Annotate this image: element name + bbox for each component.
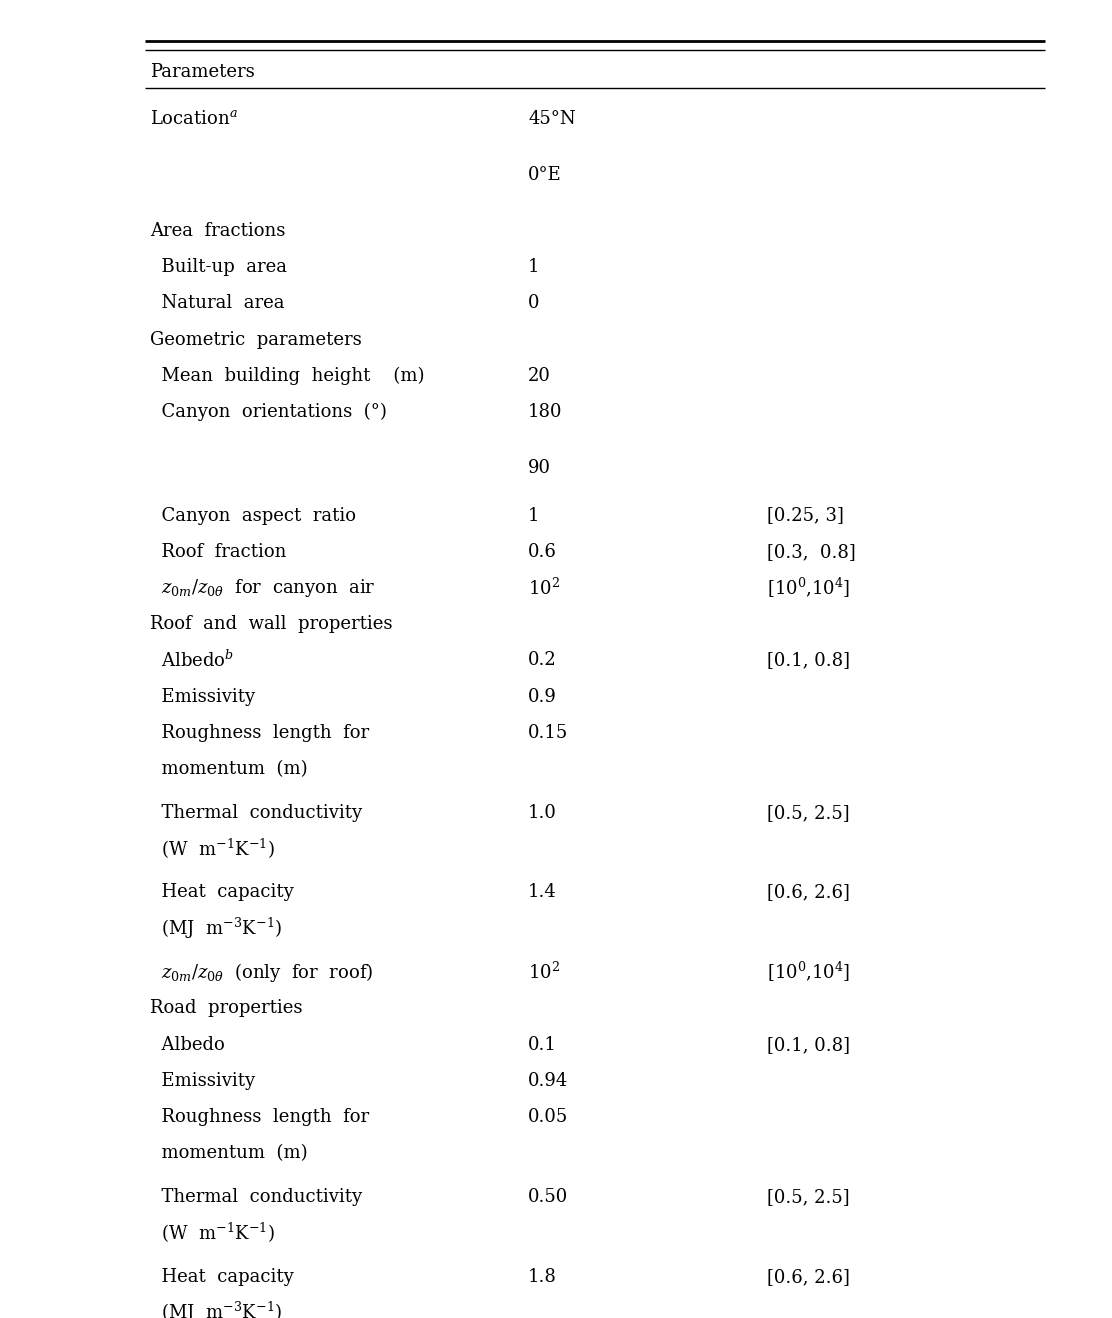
Text: $10^2$: $10^2$ (528, 577, 560, 598)
Text: (W  m$^{-1}$K$^{-1}$): (W m$^{-1}$K$^{-1}$) (150, 1222, 275, 1246)
Text: 90: 90 (528, 460, 552, 477)
Text: [0.25, 3]: [0.25, 3] (767, 506, 844, 525)
Text: [0.6, 2.6]: [0.6, 2.6] (767, 883, 851, 902)
Text: Roughness  length  for: Roughness length for (150, 724, 369, 742)
Text: 1: 1 (528, 258, 539, 277)
Text: 0.1: 0.1 (528, 1036, 557, 1053)
Text: Emissivity: Emissivity (150, 1072, 256, 1090)
Text: Mean  building  height    (m): Mean building height (m) (150, 366, 425, 385)
Text: 0.6: 0.6 (528, 543, 557, 560)
Text: momentum  (m): momentum (m) (150, 1144, 308, 1162)
Text: 0: 0 (528, 294, 539, 312)
Text: 1: 1 (528, 506, 539, 525)
Text: (W  m$^{-1}$K$^{-1}$): (W m$^{-1}$K$^{-1}$) (150, 837, 275, 861)
Text: 1.8: 1.8 (528, 1268, 557, 1285)
Text: (MJ  m$^{-3}$K$^{-1}$): (MJ m$^{-3}$K$^{-1}$) (150, 1301, 282, 1318)
Text: 0°E: 0°E (528, 166, 562, 183)
Text: [0.1, 0.8]: [0.1, 0.8] (767, 651, 851, 670)
Text: Geometric  parameters: Geometric parameters (150, 331, 361, 349)
Text: Emissivity: Emissivity (150, 688, 256, 705)
Text: Location$^{a}$: Location$^{a}$ (150, 109, 238, 128)
Text: [0.5, 2.5]: [0.5, 2.5] (767, 1188, 850, 1206)
Text: momentum  (m): momentum (m) (150, 760, 308, 778)
Text: 0.05: 0.05 (528, 1108, 568, 1126)
Text: Heat  capacity: Heat capacity (150, 883, 294, 902)
Text: Canyon  orientations  (°): Canyon orientations (°) (150, 403, 387, 422)
Text: 45°N: 45°N (528, 109, 576, 128)
Text: [0.1, 0.8]: [0.1, 0.8] (767, 1036, 851, 1053)
Text: Thermal  conductivity: Thermal conductivity (150, 1188, 363, 1206)
Text: Heat  capacity: Heat capacity (150, 1268, 294, 1285)
Text: 0.9: 0.9 (528, 688, 557, 705)
Text: 1.0: 1.0 (528, 804, 557, 821)
Text: Built-up  area: Built-up area (150, 258, 287, 277)
Text: Parameters: Parameters (150, 62, 255, 80)
Text: $z_{0m}/z_{0\theta}$  (only  for  roof): $z_{0m}/z_{0\theta}$ (only for roof) (150, 961, 374, 983)
Text: Natural  area: Natural area (150, 294, 285, 312)
Text: [$10^0$,$10^4$]: [$10^0$,$10^4$] (767, 576, 851, 600)
Text: 1.4: 1.4 (528, 883, 557, 902)
Text: [$10^0$,$10^4$]: [$10^0$,$10^4$] (767, 960, 851, 985)
Text: $z_{0m}/z_{0\theta}$  for  canyon  air: $z_{0m}/z_{0\theta}$ for canyon air (150, 577, 376, 598)
Text: Area  fractions: Area fractions (150, 221, 286, 240)
Text: 0.94: 0.94 (528, 1072, 568, 1090)
Text: Roof  and  wall  properties: Roof and wall properties (150, 616, 393, 633)
Text: Canyon  aspect  ratio: Canyon aspect ratio (150, 506, 356, 525)
Text: [0.5, 2.5]: [0.5, 2.5] (767, 804, 850, 821)
Text: Albedo: Albedo (150, 1036, 225, 1053)
Text: 0.50: 0.50 (528, 1188, 568, 1206)
Text: 0.2: 0.2 (528, 651, 557, 670)
Text: Thermal  conductivity: Thermal conductivity (150, 804, 363, 821)
Text: [0.6, 2.6]: [0.6, 2.6] (767, 1268, 851, 1285)
Text: Roof  fraction: Roof fraction (150, 543, 287, 560)
Text: Road  properties: Road properties (150, 999, 302, 1017)
Text: 20: 20 (528, 366, 552, 385)
Text: 0.15: 0.15 (528, 724, 568, 742)
Text: $10^2$: $10^2$ (528, 962, 560, 983)
Text: [0.3,  0.8]: [0.3, 0.8] (767, 543, 856, 560)
Text: 180: 180 (528, 403, 563, 422)
Text: Albedo$^{b}$: Albedo$^{b}$ (150, 650, 235, 671)
Text: Roughness  length  for: Roughness length for (150, 1108, 369, 1126)
Text: (MJ  m$^{-3}$K$^{-1}$): (MJ m$^{-3}$K$^{-1}$) (150, 916, 282, 941)
